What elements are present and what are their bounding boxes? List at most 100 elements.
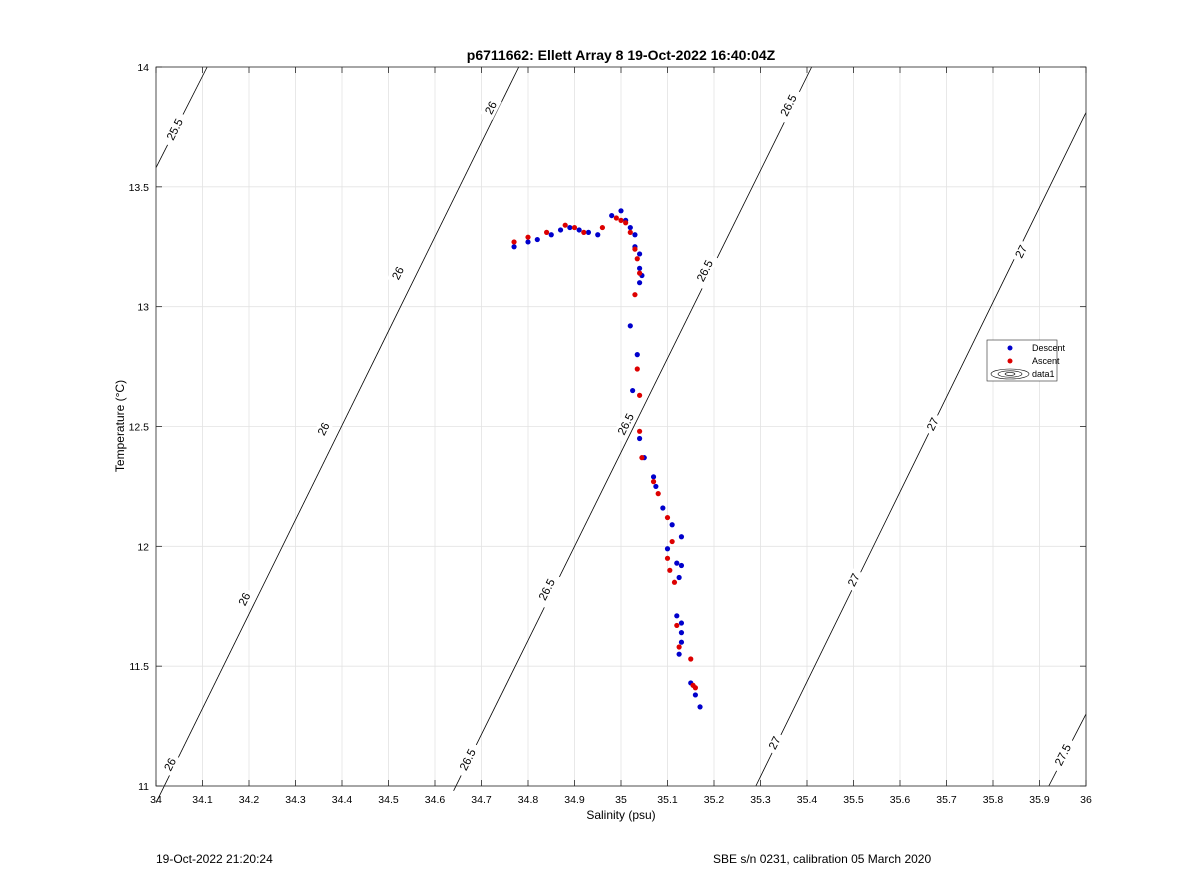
x-tick-label: 34.4 [332,794,353,806]
contour-label-mask [387,261,409,286]
descent-point [678,630,685,636]
contour-label-mask [160,110,189,148]
ascent-point [544,229,550,235]
x-tick-label: 34.6 [425,794,446,806]
x-tick-label: 35.3 [750,794,771,806]
contour-label: 27 [763,730,786,755]
x-tick-label: 35.1 [657,794,678,806]
x-tick-label: 35.8 [983,794,1004,806]
y-tick-label: 13.5 [129,182,150,194]
ascent-point [634,256,640,262]
ascent-point [525,234,531,240]
x-tick-label: 34.8 [518,794,539,806]
contour-label-mask [763,730,786,755]
ascent-point [688,656,694,662]
descent-point [669,522,675,528]
ascent-point [655,491,661,497]
ascent-point [692,685,699,691]
x-tick-label: 35.5 [843,794,864,806]
contour-label-mask [1048,736,1077,774]
contour-label-mask [774,87,803,124]
ascent-point [637,270,643,276]
descent-point [637,280,643,286]
y-axis-label: Temperature (°C) [113,380,127,472]
descent-point [697,704,703,710]
descent-point [576,227,582,233]
contour-labels: 25.5262626262626.526.526.526.526.5272727… [159,87,1077,778]
descent-point [525,239,531,245]
ascent-point [618,217,624,223]
descent-point [634,352,640,358]
y-tick-label: 11 [138,781,149,793]
contour-label: 27 [842,567,865,592]
contour-label: 26 [233,586,256,612]
x-tick-label: 34.3 [285,794,306,806]
descent-point [534,236,540,243]
data-points [511,208,703,710]
contour-label-mask [532,571,561,608]
x-tick-label: 34.7 [471,794,492,806]
contour-label: 27 [1010,239,1032,264]
contour-line-26 [155,66,520,803]
descent-point [664,546,671,552]
ascent-point [511,239,517,245]
legend-descent-marker [1007,345,1013,351]
legend: Descent Ascent data1 [986,339,1066,382]
contour-label-mask [480,95,502,120]
contour-label-mask [611,405,640,443]
descent-point [674,560,680,566]
descent-point [678,562,685,569]
descent-point [637,251,643,257]
contour-label-mask [690,252,719,290]
contour-label-mask [453,741,482,778]
x-tick-label: 34 [150,794,162,806]
contour-label-text: 26 [316,421,332,438]
contour-label-text: 27 [925,416,941,433]
contour-label-mask [921,412,944,437]
x-tick-label: 36 [1080,794,1092,806]
ascent-point [627,229,633,235]
legend-ascent-label: Ascent [1032,356,1060,366]
legend-contour-icon [990,368,1030,380]
legend-ascent-marker [1007,358,1013,364]
descent-point [678,534,685,540]
descent-point [692,692,699,698]
x-tick-label: 34.5 [378,794,399,806]
ascent-point [637,428,643,434]
x-tick-label: 34.9 [564,794,585,806]
x-axis-ticks: 34 34.1 34.2 34.3 34.4 34.5 34.6 34.7 34.8 34.9 35… [150,67,1092,806]
chart-title: p6711662: Ellett Array 8 19-Oct-2022 16:… [467,47,776,63]
descent-point [632,232,638,238]
descent-point [511,244,517,250]
descent-point [609,212,615,219]
x-tick-label: 35 [615,794,627,806]
contour-label-mask [159,752,181,777]
x-tick-label: 35.4 [797,794,818,806]
contour-label-text: 27 [1014,244,1030,261]
ascent-point [634,366,640,372]
ascent-point [632,246,638,252]
contour-label-mask [312,416,335,441]
contour-label-mask [233,586,256,612]
descent-point [548,232,554,238]
x-tick-label: 35.7 [936,794,957,806]
descent-point [637,435,643,442]
descent-point [678,620,685,626]
ascent-point [623,220,629,226]
contour-label-text: 27 [767,735,783,752]
descent-point [676,651,682,657]
footer-calibration: SBE s/n 0231, calibration 05 March 2020 [713,852,932,866]
ascent-point [571,224,578,231]
y-tick-label: 13 [137,302,149,314]
x-tick-label: 35.6 [890,794,911,806]
ascent-point [676,644,682,650]
contour-label: 26 [387,261,409,286]
contour-label: 26 [159,752,181,777]
x-tick-label: 35.9 [1029,794,1050,806]
contour-label: 26 [480,95,502,120]
contour-label-mask [842,567,865,592]
density-contours [155,66,1087,803]
descent-point [618,208,624,214]
descent-point [650,474,657,480]
ascent-point [671,579,678,585]
